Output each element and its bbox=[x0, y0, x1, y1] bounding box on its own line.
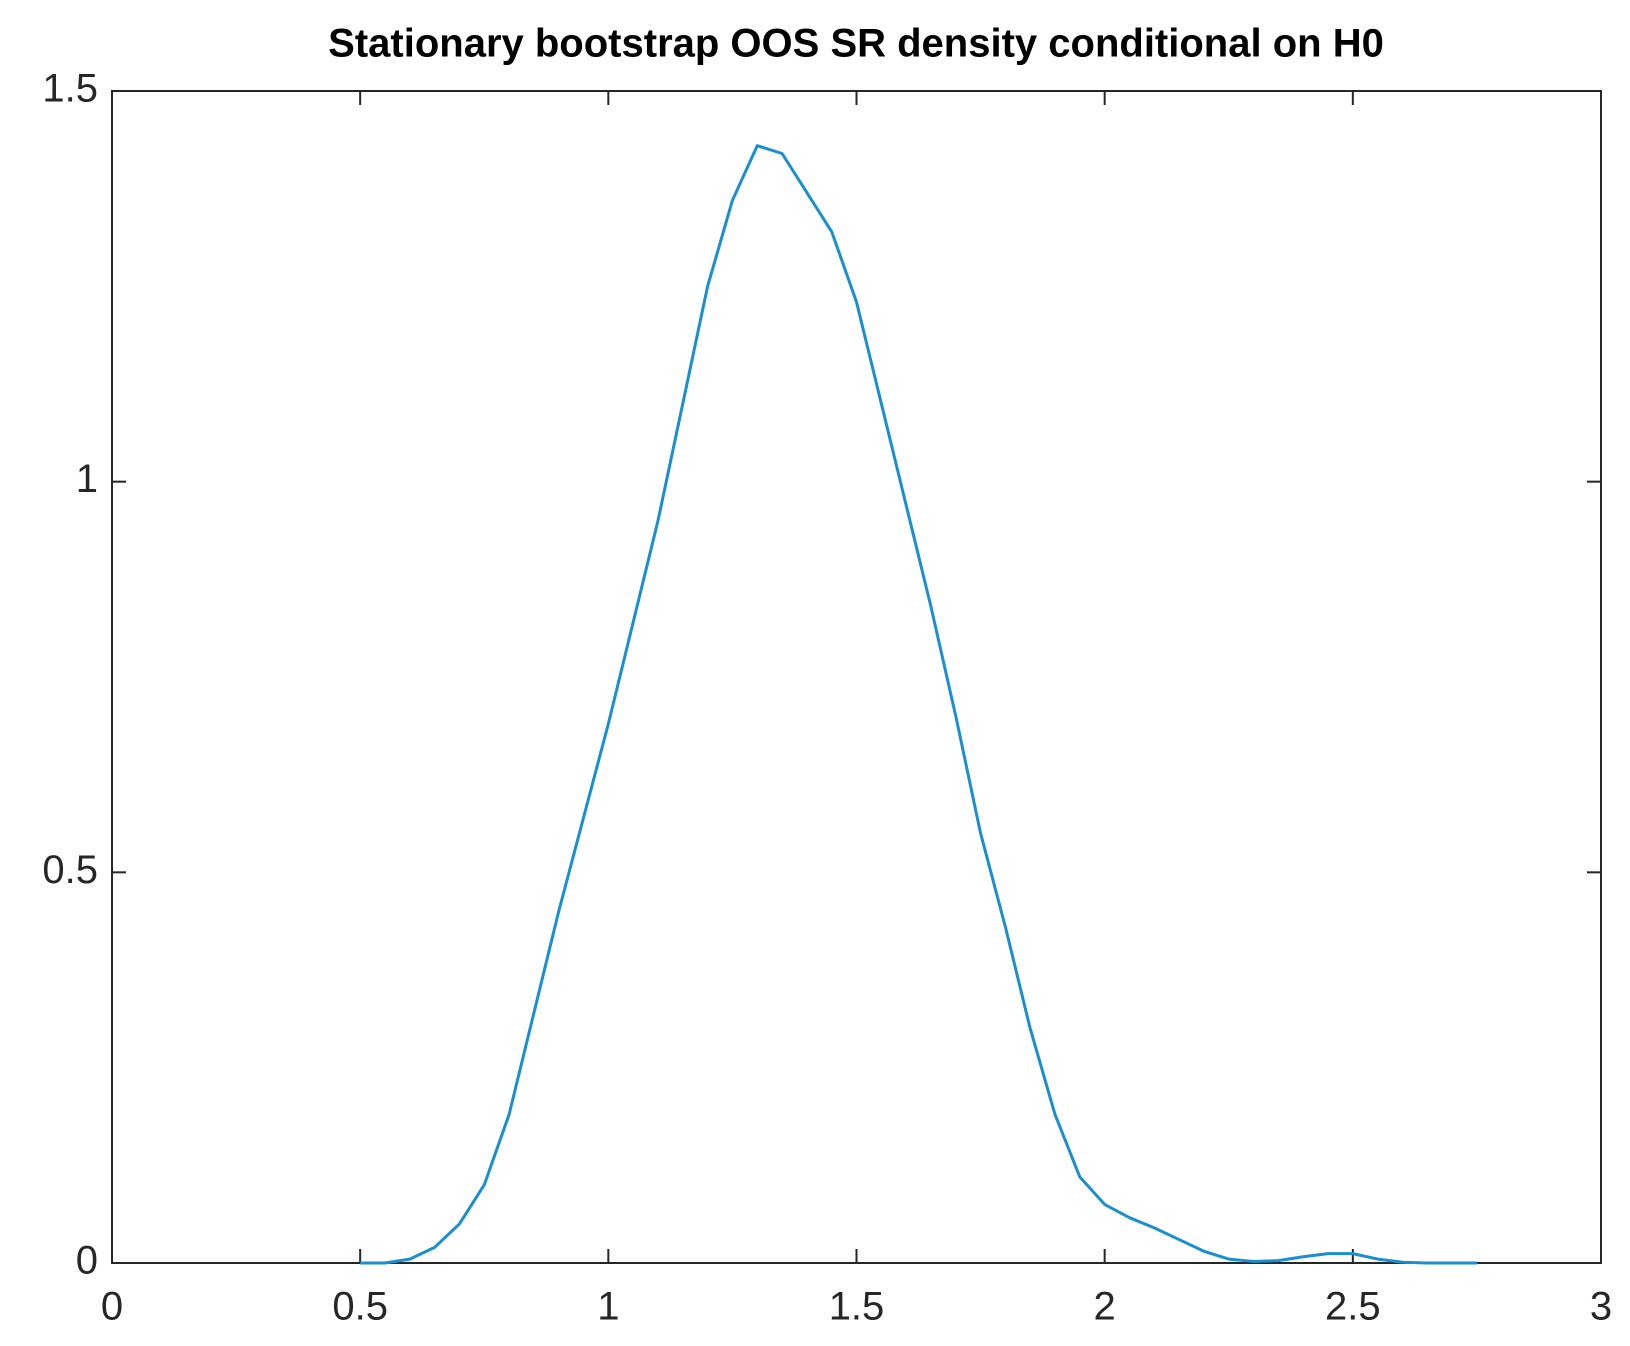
y-tick-label: 1 bbox=[76, 457, 98, 501]
y-tick-label: 0.5 bbox=[42, 848, 98, 892]
y-tick-label: 1.5 bbox=[42, 67, 98, 111]
plot-frame bbox=[111, 90, 1602, 1264]
chart-title: Stationary bootstrap OOS SR density cond… bbox=[328, 22, 1384, 66]
x-tick-label: 2 bbox=[1094, 1285, 1116, 1329]
x-tick-label: 1.5 bbox=[829, 1285, 885, 1329]
x-tick-label: 0 bbox=[101, 1285, 123, 1329]
y-tick-label: 0 bbox=[76, 1239, 98, 1283]
x-tick-label: 1 bbox=[597, 1285, 619, 1329]
x-tick-label: 0.5 bbox=[332, 1285, 388, 1329]
x-tick-label: 2.5 bbox=[1325, 1285, 1381, 1329]
x-tick-label: 3 bbox=[1590, 1285, 1612, 1329]
density-line bbox=[360, 144, 1477, 1265]
